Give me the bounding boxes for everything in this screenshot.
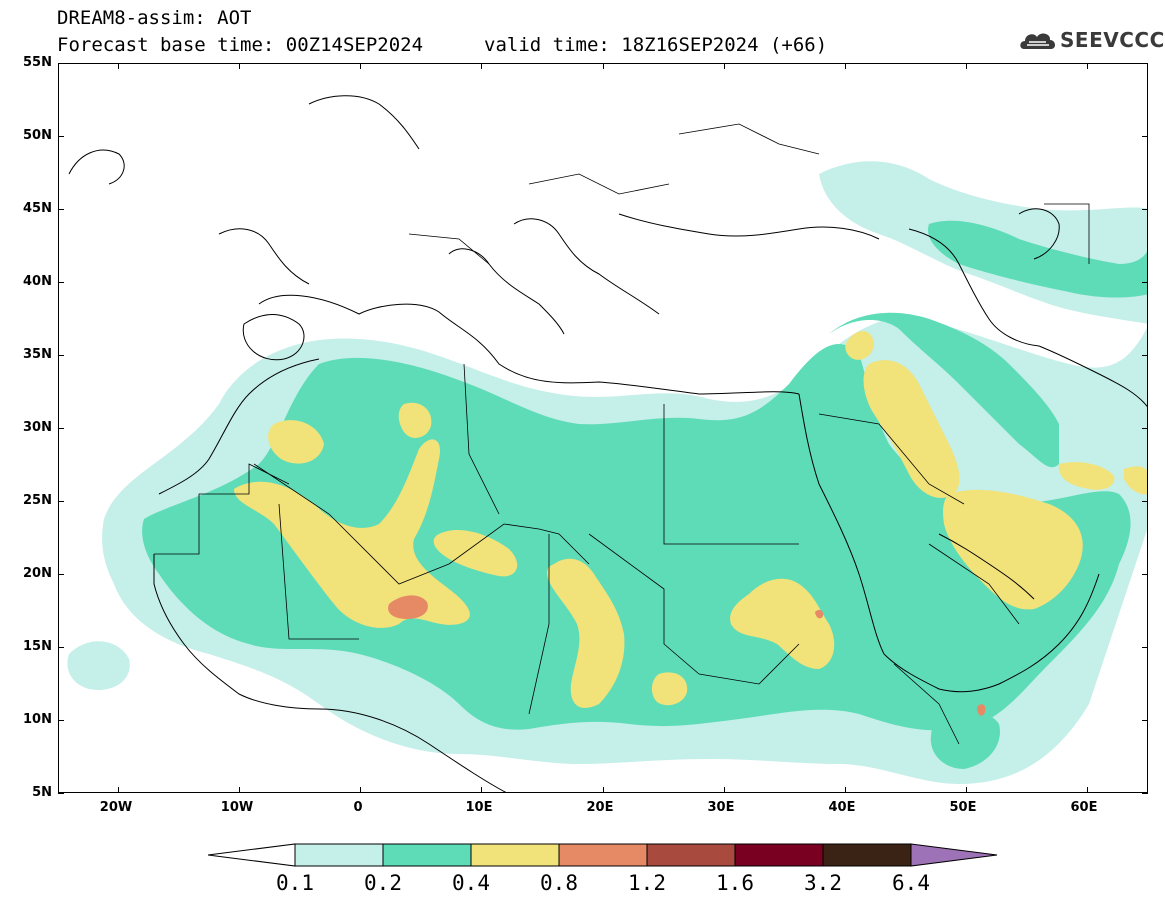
lat-tick (58, 719, 64, 721)
aot-band-0.2 (142, 220, 1147, 769)
colorbar-label-6.4: 6.4 (892, 871, 930, 895)
colorbar (208, 843, 998, 867)
lat-tick (58, 354, 64, 356)
lat-tick (1142, 500, 1148, 502)
lat-tick (1142, 208, 1148, 210)
colorbar-label-0.1: 0.1 (276, 871, 314, 895)
lat-tick (58, 62, 64, 64)
aot-band-0.8 (388, 595, 986, 716)
lon-tick (965, 787, 967, 793)
lat-label-5n: 5N (32, 785, 52, 800)
lon-tick (723, 787, 725, 793)
lon-label-20e: 20E (586, 800, 614, 815)
lon-label-10w: 10W (220, 800, 254, 815)
lat-tick (58, 573, 64, 575)
lat-tick (1142, 135, 1148, 137)
lon-tick (602, 787, 604, 793)
colorbar-swatch-5 (646, 843, 736, 867)
logo-text: SEEVCCC (1060, 28, 1165, 52)
lon-tick (481, 63, 483, 69)
lon-tick (481, 787, 483, 793)
lon-tick (118, 63, 120, 69)
lon-tick (118, 787, 120, 793)
lon-label-50e: 50E (949, 800, 977, 815)
lat-tick (1142, 792, 1148, 794)
cloud-icon (1020, 33, 1056, 49)
lon-tick (602, 63, 604, 69)
aot-field (67, 95, 1147, 792)
colorbar-swatch-7 (822, 843, 912, 867)
lon-tick (360, 63, 362, 69)
colorbar-below-arrow (208, 843, 296, 867)
lon-label-10e: 10E (465, 800, 493, 815)
colorbar-label-0.2: 0.2 (364, 871, 402, 895)
lon-tick (844, 63, 846, 69)
lon-label-60e: 60E (1070, 800, 1098, 815)
lat-label-50n: 50N (23, 128, 52, 143)
lat-tick (1142, 427, 1148, 429)
lon-tick (239, 63, 241, 69)
lat-tick (1142, 281, 1148, 283)
lat-tick (1142, 62, 1148, 64)
lat-label-25n: 25N (23, 493, 52, 508)
aot-band-0.4 (234, 330, 1147, 708)
lat-tick (58, 427, 64, 429)
colorbar-swatch-4 (558, 843, 648, 867)
lat-label-20n: 20N (23, 566, 52, 581)
lat-tick (58, 792, 64, 794)
lat-label-40n: 40N (23, 274, 52, 289)
lon-tick (360, 787, 362, 793)
colorbar-label-1.6: 1.6 (716, 871, 754, 895)
lat-label-55n: 55N (23, 55, 52, 70)
lat-label-35n: 35N (23, 347, 52, 362)
seevccc-logo: SEEVCCC (1018, 25, 1164, 57)
lon-tick (844, 787, 846, 793)
map-area (58, 63, 1148, 793)
lon-label-20w: 20W (99, 800, 133, 815)
lon-tick (1086, 787, 1088, 793)
lat-tick (1142, 573, 1148, 575)
colorbar-label-0.8: 0.8 (540, 871, 578, 895)
colorbar-swatch-2 (382, 843, 472, 867)
forecast-base-time: Forecast base time: 00Z14SEP2024 (57, 34, 424, 56)
colorbar-label-0.4: 0.4 (452, 871, 490, 895)
valid-time: valid time: 18Z16SEP2024 (+66) (484, 34, 828, 56)
lon-tick (239, 787, 241, 793)
lat-label-45n: 45N (23, 201, 52, 216)
lon-label-30e: 30E (707, 800, 735, 815)
colorbar-swatch-6 (734, 843, 824, 867)
country-borders (154, 123, 1090, 745)
lat-tick (58, 500, 64, 502)
lat-label-15n: 15N (23, 639, 52, 654)
colorbar-above-arrow (910, 843, 998, 867)
colorbar-label-1.2: 1.2 (628, 871, 666, 895)
lat-tick (58, 208, 64, 210)
lon-label-0: 0 (353, 800, 363, 815)
lon-tick (1086, 63, 1088, 69)
lat-tick (1142, 646, 1148, 648)
lat-tick (58, 646, 64, 648)
lon-label-40e: 40E (828, 800, 856, 815)
colorbar-label-3.2: 3.2 (804, 871, 842, 895)
colorbar-swatch-1 (294, 843, 384, 867)
lat-tick (1142, 719, 1148, 721)
product-title: DREAM8-assim: AOT (57, 7, 252, 29)
lat-label-30n: 30N (23, 420, 52, 435)
lon-tick (965, 63, 967, 69)
lat-tick (58, 281, 64, 283)
lat-tick (1142, 354, 1148, 356)
colorbar-swatch-3 (470, 843, 560, 867)
lat-tick (58, 135, 64, 137)
lon-tick (723, 63, 725, 69)
coastlines (68, 95, 1147, 792)
lat-label-10n: 10N (23, 712, 52, 727)
